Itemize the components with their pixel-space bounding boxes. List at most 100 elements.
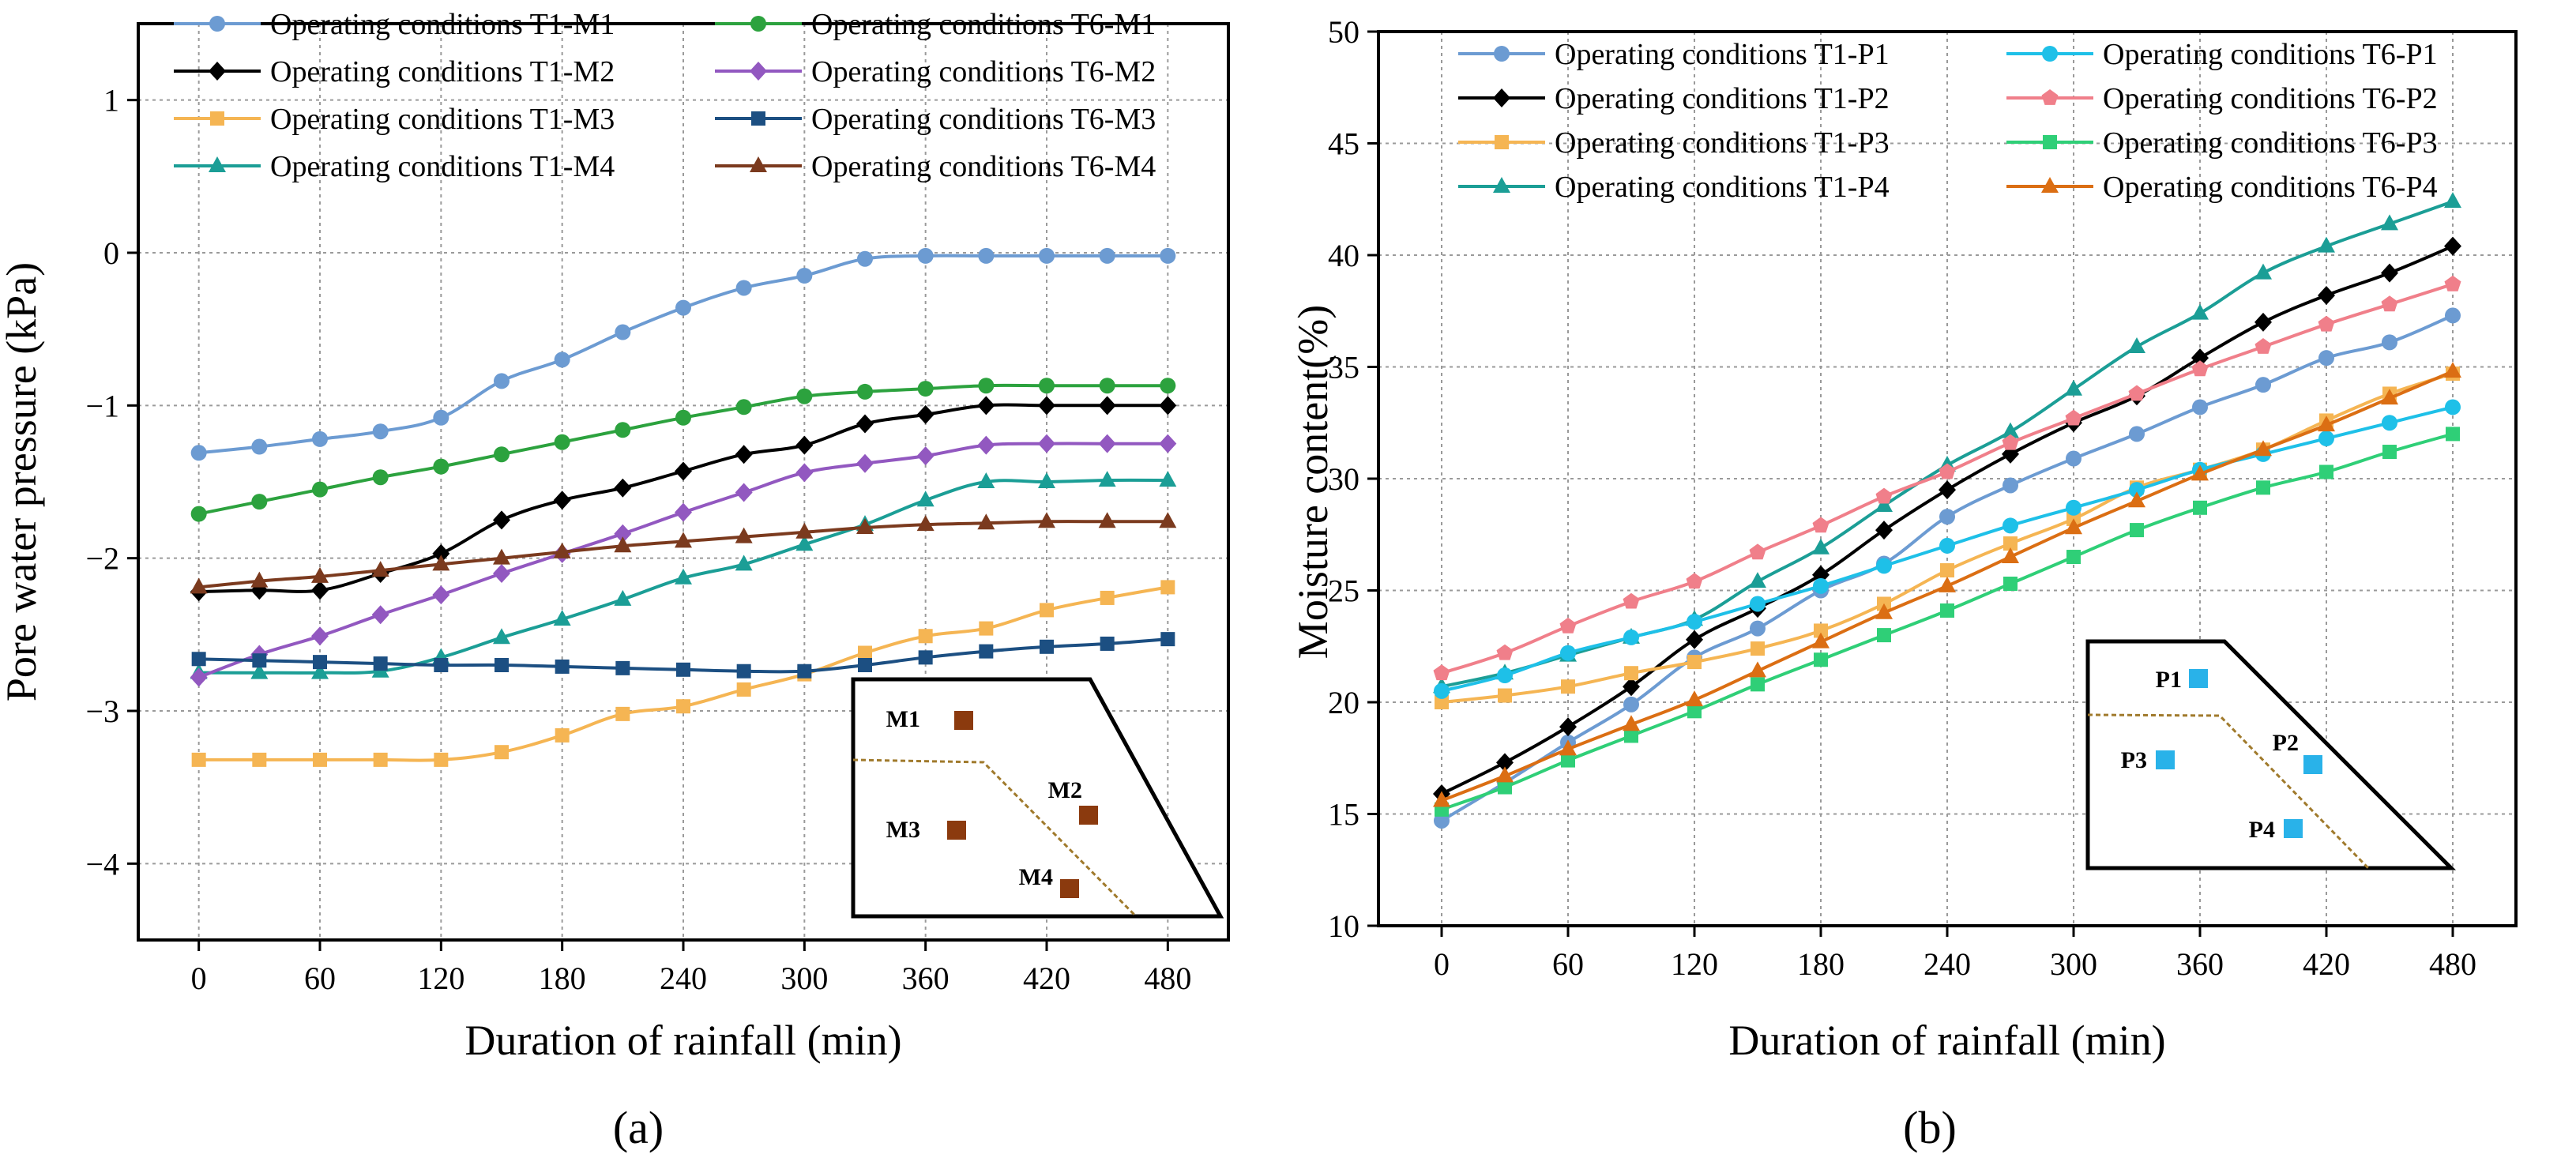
- legend-marker: [1493, 177, 1510, 193]
- legend-marker: [750, 156, 767, 172]
- data-point: [1939, 480, 1956, 500]
- data-point: [856, 414, 874, 434]
- data-point: [1559, 739, 1577, 756]
- y-tick-label: 25: [1328, 573, 1359, 609]
- x-tick-label: 360: [902, 961, 950, 996]
- x-axis-title-b: Duration of rainfall (min): [1728, 1017, 2165, 1064]
- data-point: [191, 752, 206, 767]
- legend-label: Operating conditions T6-M1: [811, 8, 1156, 41]
- series-group-b: [1433, 192, 2461, 829]
- data-point: [312, 481, 328, 498]
- data-point: [1561, 679, 1575, 694]
- data-point: [2254, 312, 2272, 332]
- legend-item: Operating conditions T1-P1: [1458, 38, 1890, 71]
- data-point: [916, 404, 935, 424]
- inset-outline: [2085, 639, 2457, 870]
- x-tick-label: 480: [2429, 946, 2476, 982]
- data-point: [977, 472, 995, 488]
- data-point: [1875, 603, 1893, 619]
- data-point: [2130, 523, 2144, 538]
- data-point: [1038, 396, 1055, 415]
- data-point: [1098, 471, 1116, 487]
- data-point: [1687, 655, 1702, 670]
- legend-label: Operating conditions T1-P3: [1555, 126, 1890, 160]
- data-point: [857, 383, 873, 400]
- data-point: [2382, 334, 2397, 351]
- legend-marker: [209, 16, 225, 32]
- data-point: [371, 561, 389, 577]
- data-point: [2444, 362, 2461, 378]
- x-tick-label: 60: [304, 961, 336, 996]
- data-point: [1686, 630, 1703, 649]
- data-point: [1814, 652, 1828, 667]
- data-point: [495, 745, 509, 760]
- y-tick-label: 0: [103, 235, 119, 271]
- panel-label-b: (b): [1903, 1102, 1957, 1153]
- data-point: [2128, 491, 2145, 508]
- data-point: [797, 664, 812, 679]
- data-point: [495, 658, 509, 672]
- data-point: [1040, 639, 1054, 654]
- data-point: [1039, 378, 1055, 394]
- data-point: [312, 430, 328, 447]
- data-point: [2382, 445, 2397, 460]
- data-point: [1749, 572, 1766, 588]
- legend-label: Operating conditions T1-P4: [1555, 171, 1890, 204]
- y-tick-label: 1: [103, 83, 119, 118]
- data-point: [1561, 753, 1575, 768]
- legend-marker: [2041, 177, 2059, 193]
- data-point: [1751, 641, 1765, 656]
- data-point: [1434, 682, 1450, 699]
- panel-label-a: (a): [613, 1102, 664, 1153]
- data-point: [250, 571, 269, 588]
- x-tick-label: 180: [539, 961, 586, 996]
- legend-item: Operating conditions T1-M4: [174, 150, 615, 183]
- legend-marker: [750, 16, 766, 32]
- data-point: [1813, 577, 1829, 594]
- legend-marker: [2042, 46, 2058, 62]
- inset-phreatic-line: [2087, 713, 2370, 870]
- legend-label: Operating conditions T6-P1: [2103, 38, 2438, 71]
- legend-label: Operating conditions T6-P4: [2103, 171, 2438, 204]
- legend-label: Operating conditions T6-M2: [811, 55, 1156, 88]
- legend-item: Operating conditions T6-M3: [715, 103, 1156, 136]
- inset-marker: [2303, 755, 2322, 774]
- inset-label: M4: [1019, 864, 1053, 890]
- plot-frame-b: [1377, 30, 2518, 927]
- data-point: [615, 422, 631, 438]
- legend-item: Operating conditions T6-M2: [715, 55, 1156, 88]
- tick-labels-b: 0 60 120 180 240 300 360 420 480 10 15 20 25 30 35 40 45…: [1328, 14, 2476, 982]
- legend-marker: [209, 62, 226, 81]
- data-point: [1498, 780, 1512, 795]
- data-point: [1877, 628, 1891, 643]
- data-point: [434, 658, 449, 672]
- data-point: [1939, 509, 1955, 525]
- legend-item: Operating conditions T1-M3: [174, 103, 615, 136]
- data-point: [1750, 596, 1766, 612]
- data-point: [2191, 360, 2209, 377]
- data-point: [1939, 463, 1956, 479]
- data-point: [614, 589, 632, 606]
- x-tick-label: 0: [1434, 946, 1450, 982]
- series-t6-p2: [1433, 275, 2461, 681]
- data-point: [1038, 512, 1055, 528]
- inset-label: M3: [886, 817, 920, 843]
- data-point: [675, 409, 691, 426]
- data-point: [555, 659, 570, 674]
- legend-item: Operating conditions T1-P3: [1458, 126, 1890, 160]
- data-point: [1100, 590, 1115, 605]
- legend-item: Operating conditions T6-P4: [2006, 171, 2438, 204]
- data-point: [978, 247, 995, 264]
- inset-a: M1 M2 M3 M4: [851, 677, 1224, 919]
- data-point: [2254, 263, 2272, 280]
- legend-label: Operating conditions T6-P2: [2103, 82, 2438, 115]
- data-point: [2002, 547, 2019, 564]
- data-point: [1497, 667, 1513, 684]
- data-point: [432, 585, 450, 605]
- data-point: [554, 352, 570, 368]
- data-point: [1686, 573, 1703, 589]
- inset-label: P3: [2121, 747, 2147, 773]
- data-point: [190, 577, 208, 594]
- inset-marker: [1060, 879, 1079, 898]
- data-point: [1099, 378, 1115, 394]
